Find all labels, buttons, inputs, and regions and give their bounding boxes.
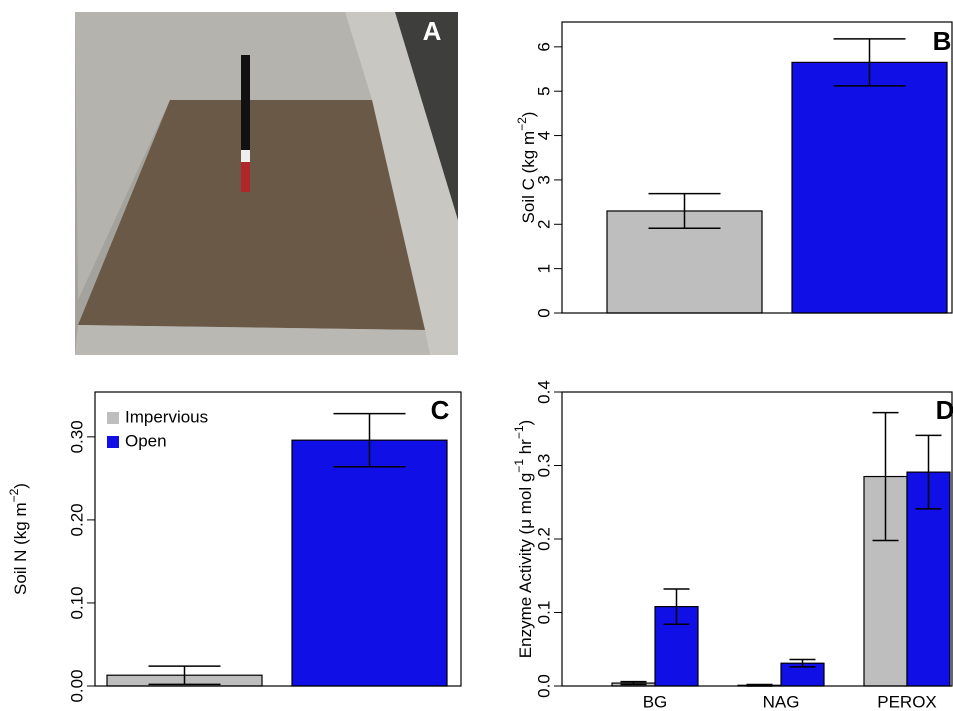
x-tick-label: PEROX xyxy=(877,692,937,711)
y-tick-label: 0.00 xyxy=(67,669,86,702)
y-tick-label: 0.1 xyxy=(534,601,553,625)
sidewalk xyxy=(75,12,372,300)
y-axis-label: Enzyme Activity (μ mol g−1 hr−1) xyxy=(512,420,535,658)
error-bar xyxy=(833,38,906,87)
bar xyxy=(791,61,948,314)
error-bar xyxy=(648,192,721,230)
y-tick-label: 5 xyxy=(534,86,553,95)
y-tick-label: 0.0 xyxy=(534,674,553,698)
soil-plot xyxy=(78,100,425,330)
x-tick-label: BG xyxy=(643,692,668,711)
y-axis-label-sup: −2 xyxy=(7,488,21,502)
y-tick-label: 6 xyxy=(534,42,553,51)
y-axis-label-part: ) xyxy=(516,420,535,426)
street xyxy=(395,12,458,220)
y-tick-label: 0 xyxy=(534,308,553,317)
probe-band xyxy=(241,162,250,192)
y-tick-label: 1 xyxy=(534,264,553,273)
y-axis-label-part: hr xyxy=(516,439,535,459)
panel-label: B xyxy=(933,26,952,56)
curb xyxy=(345,12,458,355)
y-tick-label: 0.20 xyxy=(67,503,86,536)
y-tick-label: 4 xyxy=(534,131,553,140)
y-axis-label: Soil N (kg m−2) xyxy=(7,483,30,595)
error-bar xyxy=(663,588,690,626)
error-bar xyxy=(872,411,899,542)
y-axis-label-part: ) xyxy=(11,483,30,489)
plot-frame xyxy=(561,21,953,314)
y-axis-label-part: Soil N (kg m xyxy=(11,502,30,595)
panel-label: A xyxy=(423,16,442,46)
error-bar xyxy=(620,680,647,686)
photo: A xyxy=(75,12,458,355)
legend-label: Open xyxy=(125,431,167,450)
legend-swatch xyxy=(107,436,119,448)
error-bar xyxy=(915,434,942,510)
y-tick-label: 0.3 xyxy=(534,454,553,478)
y-axis-label-part: Enzyme Activity (μ mol g xyxy=(516,473,535,659)
error-bar xyxy=(333,412,406,468)
panel-label: D xyxy=(936,395,953,425)
probe-band xyxy=(241,150,250,162)
y-tick-label: 0.10 xyxy=(67,586,86,619)
y-tick-label: 3 xyxy=(534,175,553,184)
bar xyxy=(291,439,448,687)
error-bar xyxy=(148,665,221,686)
y-axis-label-sup: −1 xyxy=(512,459,526,473)
y-axis-label-sup: −1 xyxy=(512,425,526,439)
probe xyxy=(241,55,250,150)
x-tick-label: NAG xyxy=(763,692,800,711)
legend-label: Impervious xyxy=(125,407,208,426)
y-axis-label-part: Soil C (kg m xyxy=(519,131,538,224)
y-tick-label: 2 xyxy=(534,220,553,229)
panel-label: C xyxy=(431,395,450,425)
plot-frame xyxy=(94,391,462,687)
y-axis-label-sup: −2 xyxy=(515,117,529,131)
y-tick-label: 0.2 xyxy=(534,527,553,551)
error-bar xyxy=(789,658,816,668)
front-curb xyxy=(75,325,430,355)
legend-swatch xyxy=(107,412,119,424)
y-axis-label-part: ) xyxy=(519,112,538,118)
y-tick-label: 0.30 xyxy=(67,420,86,453)
y-tick-label: 0.4 xyxy=(534,380,553,404)
y-axis-label: Soil C (kg m−2) xyxy=(515,112,538,224)
plot-frame xyxy=(561,391,953,687)
